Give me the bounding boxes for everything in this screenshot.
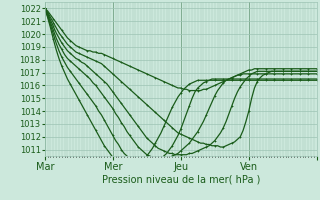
X-axis label: Pression niveau de la mer( hPa ): Pression niveau de la mer( hPa )	[102, 174, 260, 184]
